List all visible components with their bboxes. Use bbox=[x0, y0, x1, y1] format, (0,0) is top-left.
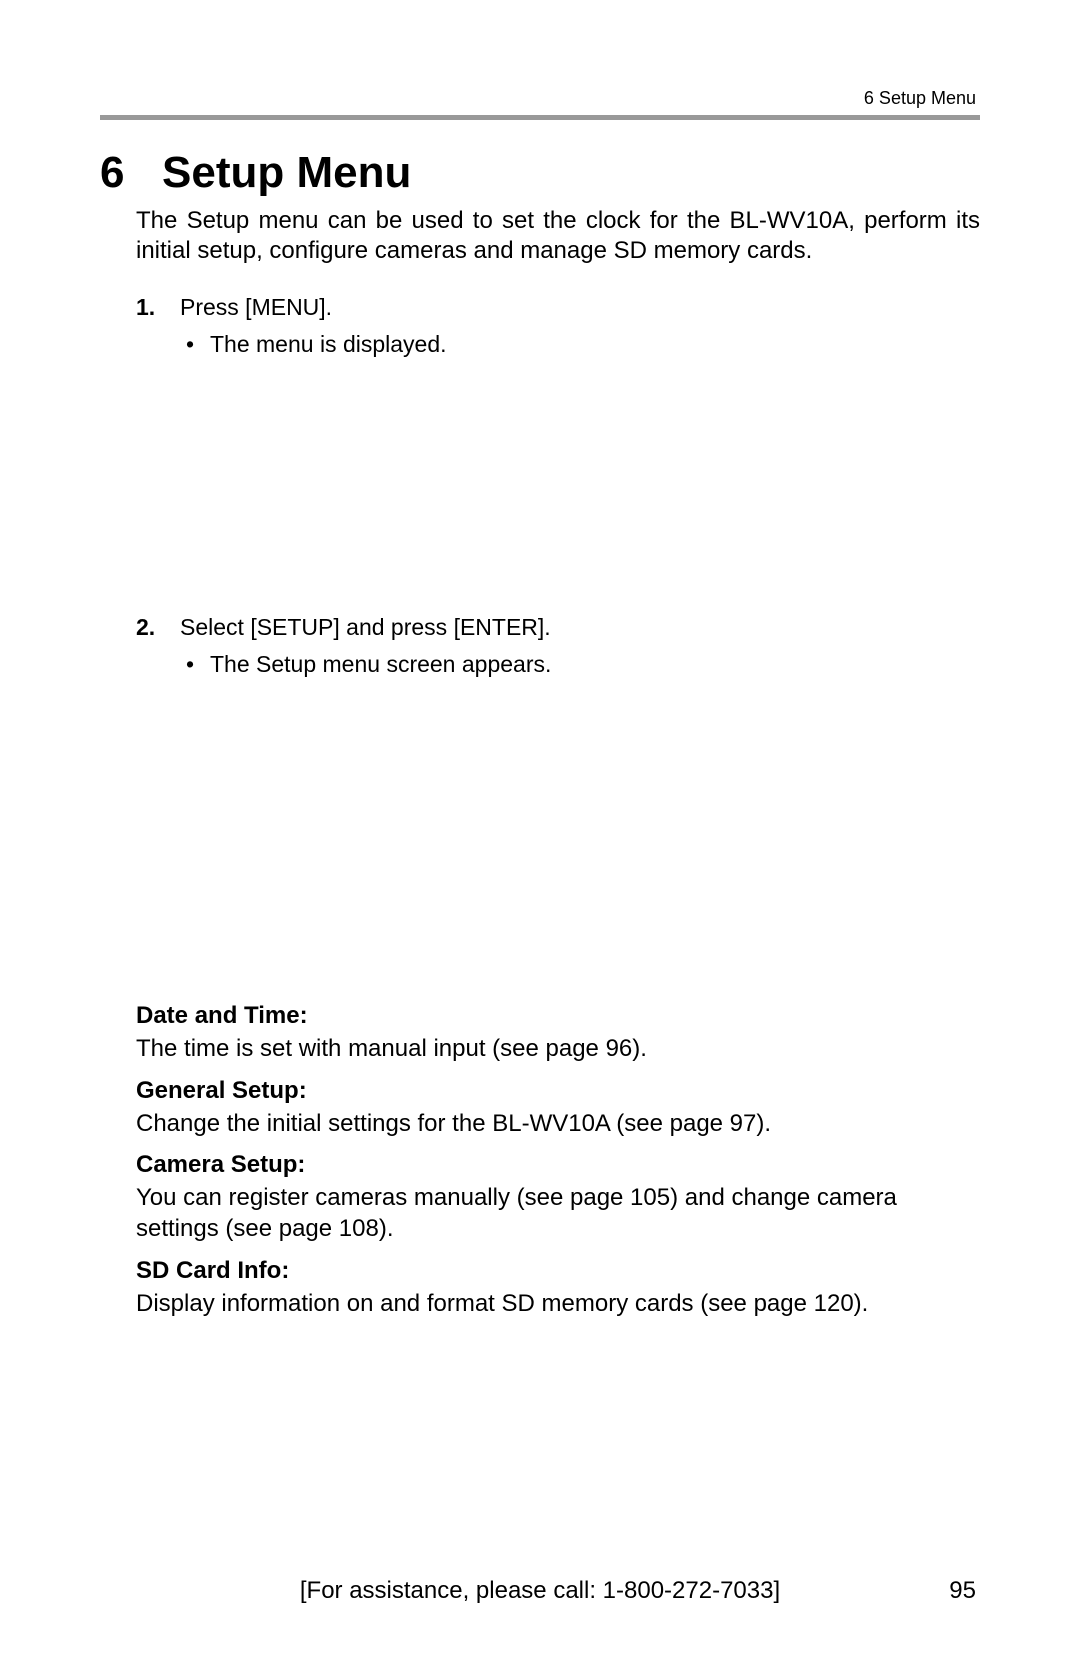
step-bullet-list: The menu is displayed. bbox=[180, 329, 980, 360]
step-body: Press [MENU]. The menu is displayed. bbox=[180, 292, 980, 360]
header-rule bbox=[100, 115, 980, 120]
definition-label: Camera Setup: bbox=[136, 1149, 980, 1180]
chapter-title: Setup Menu bbox=[162, 148, 411, 198]
step-text: Select [SETUP] and press [ENTER]. bbox=[180, 614, 551, 640]
step-text: Press [MENU]. bbox=[180, 294, 332, 320]
page: 6 Setup Menu 6 Setup Menu The Setup menu… bbox=[0, 0, 1080, 1379]
chapter-intro: The Setup menu can be used to set the cl… bbox=[136, 206, 980, 266]
figure-placeholder bbox=[136, 680, 980, 1000]
definition-body: Change the initial settings for the BL-W… bbox=[136, 1108, 980, 1139]
chapter-number: 6 bbox=[100, 148, 162, 198]
step-bullet-list: The Setup menu screen appears. bbox=[180, 649, 980, 680]
step-item: 2. Select [SETUP] and press [ENTER]. The… bbox=[136, 612, 980, 680]
step-body: Select [SETUP] and press [ENTER]. The Se… bbox=[180, 612, 980, 680]
step-bullet: The menu is displayed. bbox=[180, 329, 980, 360]
definition-list: Date and Time: The time is set with manu… bbox=[136, 1000, 980, 1319]
step-number: 2. bbox=[136, 612, 180, 680]
step-item: 1. Press [MENU]. The menu is displayed. bbox=[136, 292, 980, 360]
step-bullet: The Setup menu screen appears. bbox=[180, 649, 980, 680]
definition-label: SD Card Info: bbox=[136, 1255, 980, 1286]
page-footer: [For assistance, please call: 1-800-272-… bbox=[100, 1577, 980, 1605]
step-list: 1. Press [MENU]. The menu is displayed. … bbox=[136, 292, 980, 1000]
chapter-heading: 6 Setup Menu bbox=[100, 148, 980, 198]
figure-placeholder bbox=[136, 360, 980, 612]
definition-label: General Setup: bbox=[136, 1075, 980, 1106]
assistance-text: [For assistance, please call: 1-800-272-… bbox=[300, 1577, 780, 1605]
page-number: 95 bbox=[949, 1577, 976, 1605]
definition-body: The time is set with manual input (see p… bbox=[136, 1033, 980, 1064]
running-head: 6 Setup Menu bbox=[100, 88, 980, 109]
definition-label: Date and Time: bbox=[136, 1000, 980, 1031]
definition-body: Display information on and format SD mem… bbox=[136, 1288, 980, 1319]
definition-body: You can register cameras manually (see p… bbox=[136, 1182, 980, 1244]
step-number: 1. bbox=[136, 292, 180, 360]
